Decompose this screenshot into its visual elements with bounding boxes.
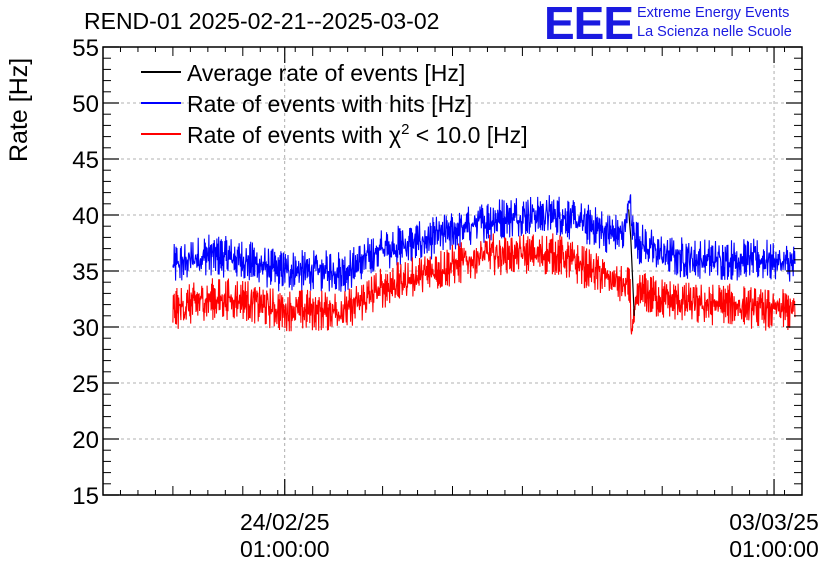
- y-tick-label: 15: [72, 483, 99, 510]
- y-tick-label: 45: [72, 147, 99, 174]
- y-tick-label: 25: [72, 371, 99, 398]
- chart-title: REND-01 2025-02-21--2025-03-02: [84, 8, 440, 34]
- x-tick-label-time: 01:00:00: [729, 536, 819, 562]
- series-line-hits: [172, 194, 796, 292]
- series-line-chi2: [172, 233, 796, 335]
- logo-line-1: Extreme Energy Events: [637, 5, 790, 21]
- series-line-average: [628, 209, 635, 316]
- y-tick-label: 35: [72, 259, 99, 286]
- x-tick-label-date: 03/03/25: [729, 509, 819, 535]
- y-tick-label: 20: [72, 427, 99, 454]
- y-tick-label: 40: [72, 203, 99, 230]
- y-axis-label: Rate [Hz]: [5, 58, 33, 162]
- eee-logo-mark: EEE: [544, 0, 634, 49]
- legend: Average rate of events [Hz] Rate of event…: [141, 60, 528, 148]
- series-layer: [172, 194, 796, 335]
- y-tick-label: 55: [72, 35, 99, 62]
- logo-line-2: La Scienza nelle Scuole: [637, 24, 792, 40]
- legend-label-chi2: Rate of events with χ2 < 10.0 [Hz]: [187, 121, 528, 148]
- axes: 15202530354045505524/02/2501:00:0003/03/…: [72, 35, 819, 562]
- y-tick-label: 50: [72, 91, 99, 118]
- y-tick-label: 30: [72, 315, 99, 342]
- x-tick-label-date: 24/02/25: [240, 509, 330, 535]
- eee-logo-text: Extreme Energy Events La Scienza nelle S…: [637, 4, 792, 42]
- x-tick-label-time: 01:00:00: [240, 536, 330, 562]
- legend-label-hits: Rate of events with hits [Hz]: [187, 91, 472, 117]
- eee-logo: EEE Extreme Energy Events La Scienza nel…: [544, 0, 834, 49]
- legend-label-average: Average rate of events [Hz]: [187, 60, 465, 86]
